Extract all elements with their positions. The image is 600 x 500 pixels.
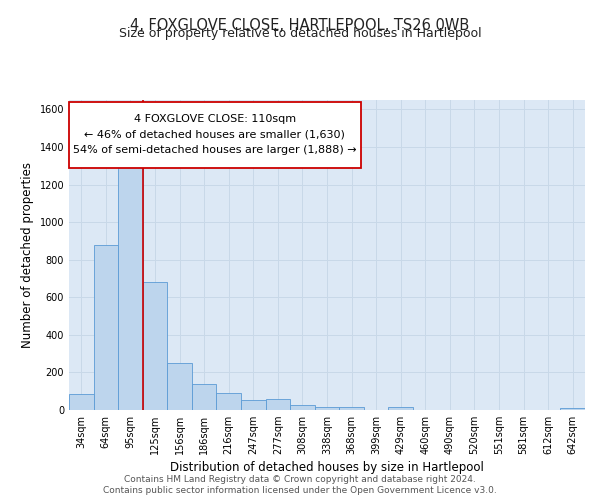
Bar — [217, 394, 241, 410]
Bar — [560, 408, 585, 410]
Text: 4 FOXGLOVE CLOSE: 110sqm
← 46% of detached houses are smaller (1,630)
54% of sem: 4 FOXGLOVE CLOSE: 110sqm ← 46% of detach… — [73, 114, 356, 156]
Bar — [339, 406, 364, 410]
Bar — [266, 398, 290, 410]
Bar — [118, 162, 143, 410]
Text: Contains public sector information licensed under the Open Government Licence v3: Contains public sector information licen… — [103, 486, 497, 495]
Text: 4, FOXGLOVE CLOSE, HARTLEPOOL, TS26 0WB: 4, FOXGLOVE CLOSE, HARTLEPOOL, TS26 0WB — [130, 18, 470, 32]
Bar — [167, 363, 192, 410]
Bar — [69, 394, 94, 410]
Bar — [290, 406, 315, 410]
Text: Contains HM Land Registry data © Crown copyright and database right 2024.: Contains HM Land Registry data © Crown c… — [124, 475, 476, 484]
Y-axis label: Number of detached properties: Number of detached properties — [21, 162, 34, 348]
Text: Size of property relative to detached houses in Hartlepool: Size of property relative to detached ho… — [119, 28, 481, 40]
Bar — [143, 282, 167, 410]
Bar — [315, 406, 339, 410]
Bar — [192, 384, 217, 410]
X-axis label: Distribution of detached houses by size in Hartlepool: Distribution of detached houses by size … — [170, 462, 484, 474]
Bar — [241, 400, 266, 410]
Bar — [94, 244, 118, 410]
Bar — [388, 407, 413, 410]
FancyBboxPatch shape — [69, 102, 361, 168]
